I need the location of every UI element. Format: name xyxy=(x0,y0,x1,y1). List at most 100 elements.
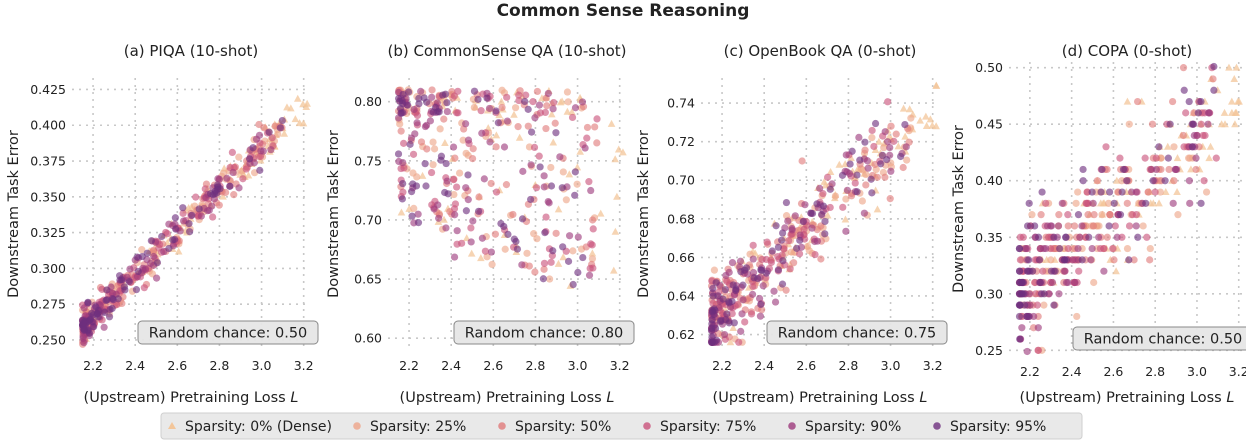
point-sparsity-4 xyxy=(197,212,205,220)
point-sparsity-4 xyxy=(531,114,539,122)
point-dense xyxy=(244,171,253,179)
point-sparsity-4 xyxy=(1192,154,1200,162)
point-sparsity-4 xyxy=(235,184,243,192)
point-dense xyxy=(614,145,623,153)
point-sparsity-5 xyxy=(1023,222,1032,230)
point-sparsity-2 xyxy=(1123,199,1131,207)
point-sparsity-1 xyxy=(430,145,439,153)
x-tick-label: 3.0 xyxy=(568,358,588,373)
point-sparsity-1 xyxy=(138,246,146,254)
point-sparsity-5 xyxy=(779,257,787,265)
random-chance-box xyxy=(766,320,948,345)
point-sparsity-5 xyxy=(856,156,864,164)
point-sparsity-5 xyxy=(571,191,579,199)
point-sparsity-5 xyxy=(464,171,472,179)
x-tick-label: 2.2 xyxy=(1020,364,1040,379)
point-sparsity-4 xyxy=(784,217,792,225)
point-sparsity-5 xyxy=(158,232,166,241)
point-sparsity-5 xyxy=(861,138,869,146)
point-sparsity-5 xyxy=(195,205,203,213)
point-sparsity-3 xyxy=(1151,188,1159,196)
point-sparsity-3 xyxy=(1141,154,1149,162)
point-dense xyxy=(559,253,568,261)
legend-item: Sparsity: 25% xyxy=(353,419,466,435)
point-sparsity-5 xyxy=(712,279,720,287)
point-sparsity-3 xyxy=(1034,346,1042,354)
point-sparsity-5 xyxy=(774,243,783,251)
point-sparsity-5 xyxy=(818,210,826,219)
legend-label: Sparsity: 95% xyxy=(950,419,1046,435)
point-sparsity-1 xyxy=(1156,188,1164,196)
point-sparsity-5 xyxy=(399,100,407,108)
point-sparsity-3 xyxy=(453,183,461,191)
point-sparsity-2 xyxy=(531,268,539,276)
point-sparsity-4 xyxy=(527,161,535,169)
point-sparsity-4 xyxy=(426,117,434,125)
point-sparsity-5 xyxy=(552,129,560,137)
point-sparsity-4 xyxy=(519,167,527,175)
x-axis-label: (Upstream) Pretraining Loss L xyxy=(84,390,299,406)
x-tick-label: 3.0 xyxy=(1187,364,1207,379)
y-tick-label: 0.64 xyxy=(667,288,695,303)
point-sparsity-4 xyxy=(720,330,729,339)
point-sparsity-1 xyxy=(588,255,597,263)
point-sparsity-5 xyxy=(108,295,117,303)
point-sparsity-5 xyxy=(214,183,222,191)
point-sparsity-5 xyxy=(265,128,273,136)
point-sparsity-5 xyxy=(549,247,557,255)
point-sparsity-3 xyxy=(1064,244,1072,253)
point-sparsity-2 xyxy=(1179,131,1187,140)
point-sparsity-5 xyxy=(871,119,880,128)
point-sparsity-5 xyxy=(1161,177,1169,185)
point-sparsity-2 xyxy=(1055,211,1063,219)
point-sparsity-5 xyxy=(1180,86,1188,94)
point-sparsity-4 xyxy=(1088,244,1096,253)
scatter-points xyxy=(394,86,627,289)
point-sparsity-5 xyxy=(754,274,762,283)
point-dense xyxy=(619,148,627,156)
point-sparsity-5 xyxy=(739,281,747,289)
x-tick-label: 2.8 xyxy=(525,358,545,373)
point-sparsity-3 xyxy=(786,265,794,273)
point-sparsity-4 xyxy=(411,130,419,138)
point-sparsity-5 xyxy=(1197,199,1205,207)
point-sparsity-5 xyxy=(897,152,905,161)
point-sparsity-4 xyxy=(462,120,470,128)
point-sparsity-4 xyxy=(1089,199,1097,207)
point-sparsity-5 xyxy=(1079,177,1087,185)
point-sparsity-2 xyxy=(798,157,806,165)
point-sparsity-3 xyxy=(1143,233,1151,241)
point-sparsity-4 xyxy=(160,247,168,256)
y-tick-label: 0.80 xyxy=(354,94,382,109)
point-sparsity-4 xyxy=(435,214,443,222)
legend-item: Sparsity: 50% xyxy=(498,419,611,435)
point-sparsity-5 xyxy=(714,292,722,300)
x-tick-label: 3.2 xyxy=(923,358,943,373)
point-sparsity-4 xyxy=(1026,301,1034,309)
point-sparsity-5 xyxy=(1074,211,1083,219)
point-sparsity-3 xyxy=(1109,244,1117,253)
point-sparsity-4 xyxy=(828,180,836,188)
point-sparsity-3 xyxy=(868,126,876,135)
point-sparsity-4 xyxy=(801,201,809,209)
point-sparsity-2 xyxy=(892,130,900,138)
point-sparsity-1 xyxy=(546,275,554,283)
point-sparsity-3 xyxy=(427,168,436,177)
point-sparsity-2 xyxy=(782,286,790,294)
point-sparsity-4 xyxy=(1132,222,1140,230)
point-sparsity-2 xyxy=(861,146,869,154)
point-dense xyxy=(596,209,605,217)
point-sparsity-4 xyxy=(430,205,438,213)
point-sparsity-5 xyxy=(1134,233,1142,241)
point-dense xyxy=(899,104,908,112)
point-sparsity-4 xyxy=(1018,324,1026,332)
point-sparsity-5 xyxy=(774,266,783,274)
point-sparsity-1 xyxy=(1139,222,1147,230)
y-tick-label: 0.25 xyxy=(975,343,1003,358)
point-sparsity-5 xyxy=(125,278,133,286)
point-sparsity-4 xyxy=(208,202,216,210)
random-chance-label: Random chance: 0.50 xyxy=(1084,332,1243,348)
point-sparsity-2 xyxy=(1037,211,1045,219)
point-sparsity-4 xyxy=(442,224,450,232)
point-sparsity-4 xyxy=(1087,256,1095,264)
